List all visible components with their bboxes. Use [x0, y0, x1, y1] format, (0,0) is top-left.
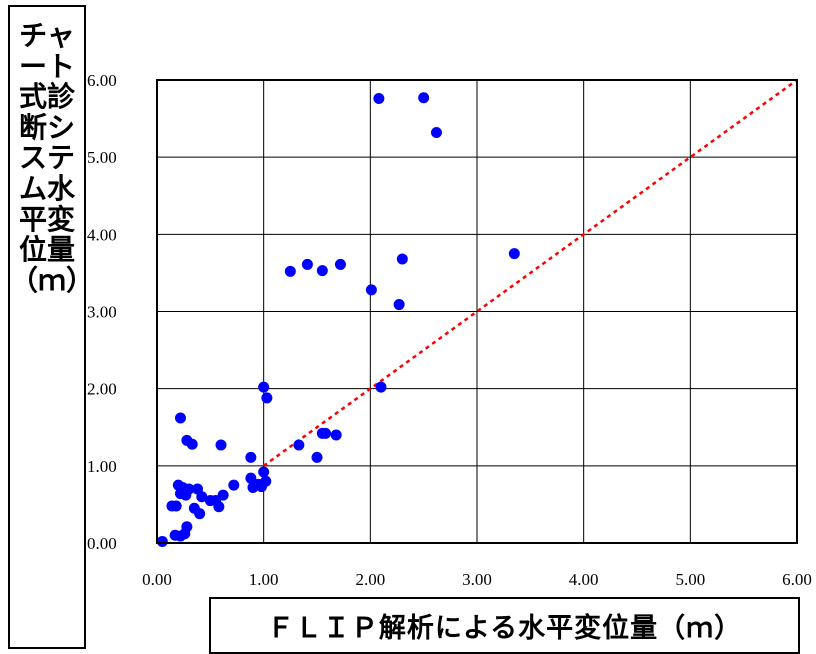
- data-point: [217, 489, 229, 501]
- data-point: [365, 284, 377, 296]
- y-tick-labels: 0.00 1.00 2.00 3.00 4.00 5.00 6.00: [87, 71, 117, 553]
- y-tick-label: 6.00: [87, 71, 117, 90]
- data-point: [330, 429, 342, 441]
- x-tick-labels: 0.00 1.00 2.00 3.00 4.00 5.00 6.00: [142, 570, 812, 589]
- data-point: [170, 500, 182, 512]
- data-point: [181, 521, 193, 533]
- data-point: [320, 427, 332, 439]
- data-point: [186, 438, 198, 450]
- data-point: [183, 483, 195, 495]
- y-tick-label: 4.00: [87, 225, 117, 244]
- reference-line: [262, 78, 798, 467]
- data-point: [156, 535, 168, 547]
- data-point: [260, 475, 272, 487]
- data-point: [174, 412, 186, 424]
- data-point: [311, 451, 323, 463]
- plot-frame: [156, 79, 798, 544]
- data-point: [375, 381, 387, 393]
- y-axis-label: チャート式診断システム水平変位量（ｍ）: [10, 19, 95, 297]
- x-tick-label: 0.00: [142, 570, 172, 589]
- data-point: [508, 248, 520, 260]
- y-tick-label: 3.00: [87, 303, 117, 322]
- data-point: [430, 126, 442, 138]
- y-tick-label: 5.00: [87, 148, 117, 167]
- data-point: [213, 501, 225, 513]
- y-tick-label: 1.00: [87, 457, 117, 476]
- x-tick-label: 4.00: [569, 570, 599, 589]
- x-tick-label: 1.00: [249, 570, 279, 589]
- data-point: [334, 258, 346, 270]
- data-point: [258, 381, 270, 393]
- data-point: [245, 472, 257, 484]
- data-points: [156, 92, 520, 547]
- data-point: [284, 265, 296, 277]
- y-axis-label-box: チャート式診断システム水平変位量（ｍ）: [8, 5, 95, 649]
- data-point: [293, 439, 305, 451]
- data-point: [258, 466, 270, 478]
- data-point: [245, 451, 257, 463]
- data-point: [418, 92, 430, 104]
- x-axis-label-box: ＦＬＩＰ解析による水平変位量（ｍ）: [209, 597, 800, 654]
- data-point: [196, 491, 208, 503]
- data-point: [316, 265, 328, 277]
- data-point: [373, 93, 385, 105]
- data-point: [261, 392, 273, 404]
- y-tick-label: 0.00: [87, 534, 117, 553]
- y-tick-label: 2.00: [87, 380, 117, 399]
- x-tick-label: 2.00: [355, 570, 385, 589]
- reference-line-group: [262, 78, 798, 467]
- x-tick-label: 3.00: [462, 570, 492, 589]
- data-point: [215, 439, 227, 451]
- x-tick-label: 6.00: [782, 570, 812, 589]
- data-point: [393, 299, 405, 311]
- x-axis-label: ＦＬＩＰ解析による水平変位量（ｍ）: [266, 613, 743, 644]
- data-point: [194, 508, 206, 520]
- data-point: [228, 479, 240, 491]
- data-point: [396, 253, 408, 265]
- data-point: [301, 258, 313, 270]
- x-tick-label: 5.00: [675, 570, 705, 589]
